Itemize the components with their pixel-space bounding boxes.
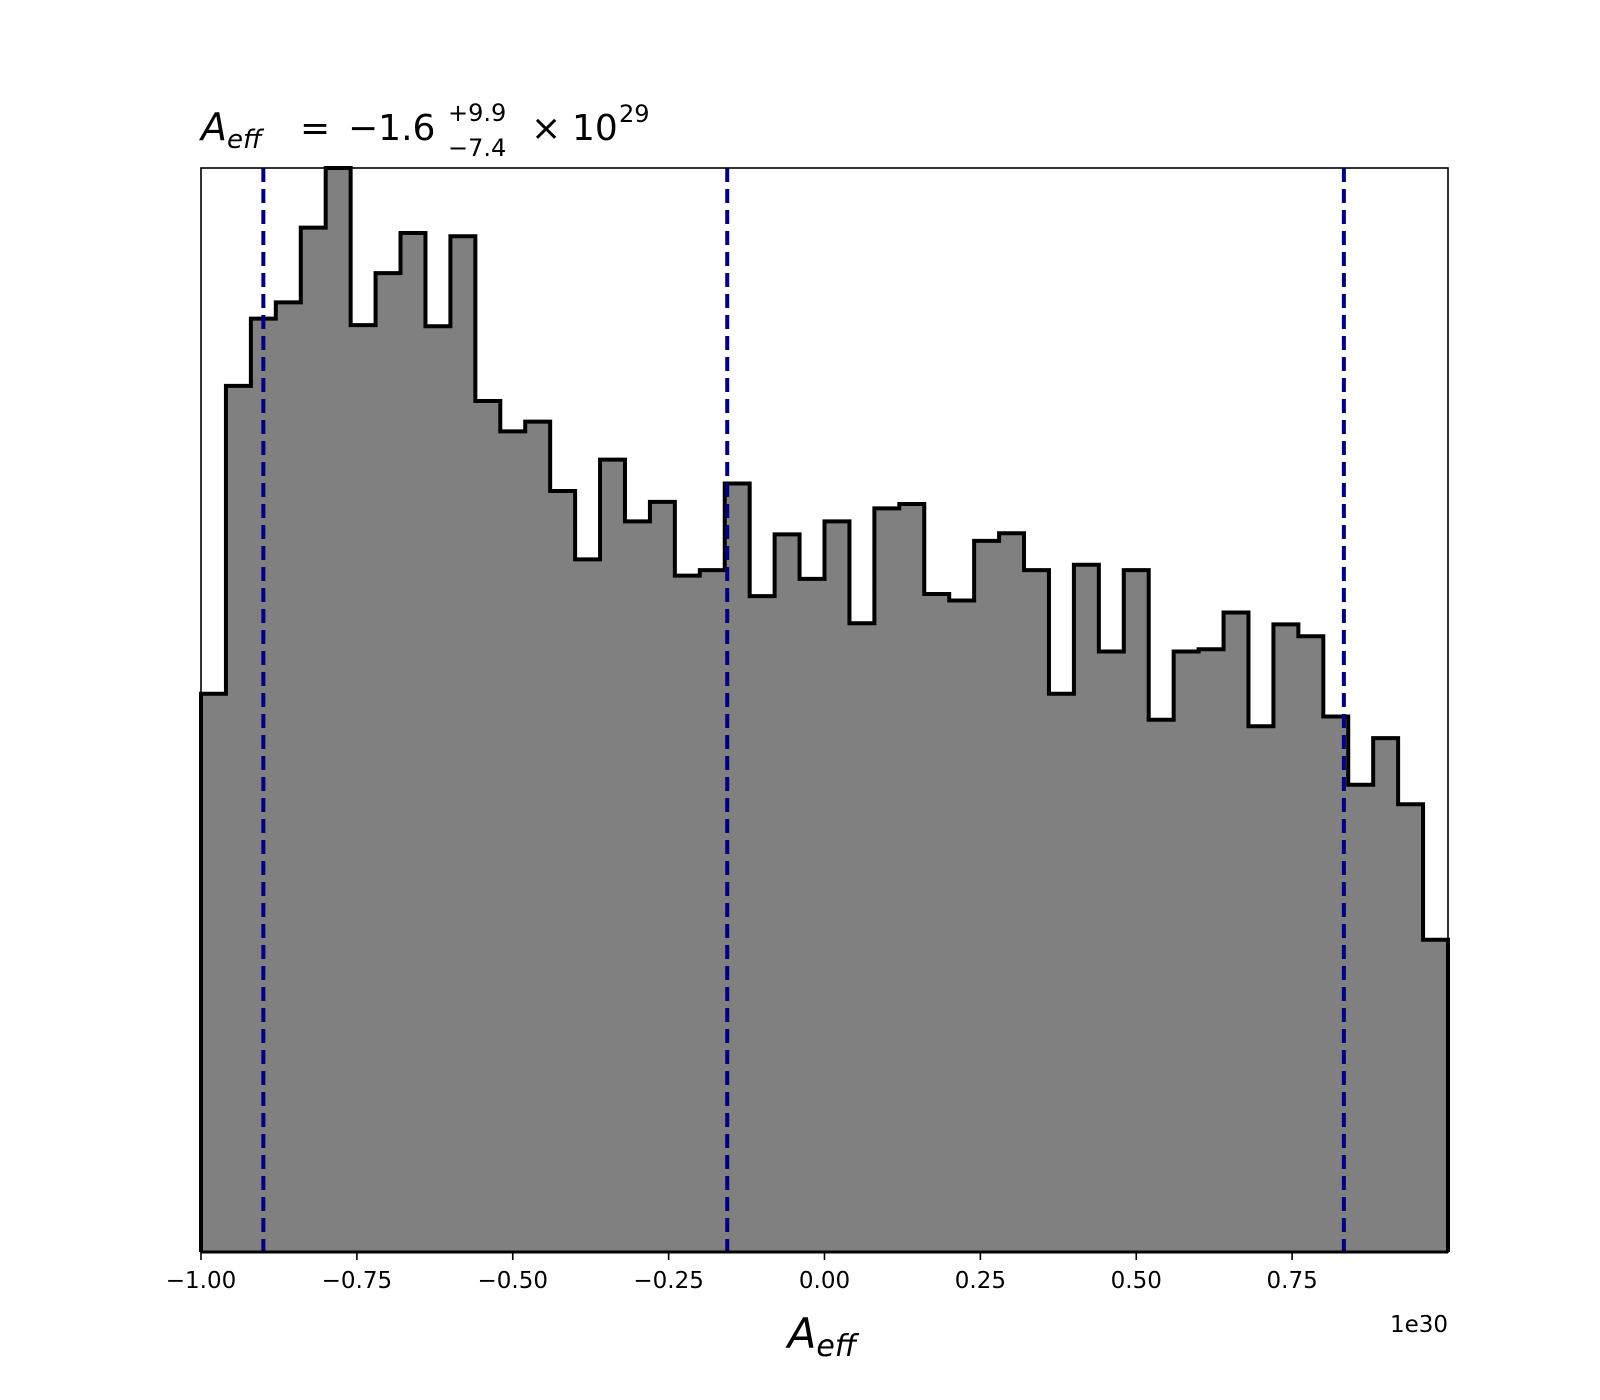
histogram-bar	[874, 508, 900, 1253]
histogram-bar	[1223, 612, 1249, 1252]
histogram-bar	[1123, 570, 1150, 1252]
histogram-bar	[749, 596, 776, 1252]
x-axis-ticks: −1.00 −0.75 −0.50 −0.25 0.00 0.25 0.50 0.75	[166, 1252, 1318, 1294]
histogram-bar	[1373, 738, 1399, 1252]
histogram-bar	[1248, 726, 1274, 1252]
histogram-bar	[1148, 719, 1175, 1252]
histogram-bar	[1098, 651, 1125, 1252]
histogram-bar	[550, 491, 576, 1253]
histogram-bar	[1073, 564, 1100, 1252]
histogram-bar	[325, 168, 352, 1252]
histogram-bar	[1273, 624, 1299, 1252]
x-tick-label: 0.50	[1111, 1268, 1162, 1294]
title-exponent: 29	[619, 100, 650, 128]
histogram-bar	[575, 559, 601, 1252]
histogram-bar	[1323, 716, 1349, 1252]
histogram-bar	[350, 325, 377, 1252]
histogram-bar	[225, 385, 252, 1252]
title-equals: =	[300, 108, 330, 149]
title-median: −1.6	[348, 108, 435, 149]
histogram-bar	[525, 421, 551, 1252]
chart-title: Aeff	[198, 105, 265, 155]
histogram-bar	[375, 273, 402, 1252]
histogram-bar	[1173, 651, 1200, 1252]
histogram-bar	[475, 401, 501, 1252]
title-base: 10	[572, 108, 618, 149]
histogram-bar	[1348, 784, 1374, 1252]
histogram-bars	[201, 168, 1449, 1253]
histogram-bar	[999, 533, 1025, 1252]
histogram-bar	[600, 459, 626, 1252]
histogram-bar	[450, 236, 476, 1253]
histogram-outline	[199, 166, 1450, 1252]
histogram-bar	[1298, 636, 1324, 1252]
histogram-bar	[300, 227, 327, 1252]
histogram-bar	[949, 600, 975, 1252]
histogram-bar	[824, 521, 850, 1252]
x-axis-label-symbol: A	[785, 1309, 817, 1358]
histogram-bar	[899, 504, 925, 1252]
histogram-bar	[799, 578, 825, 1252]
histogram-bar	[1024, 570, 1050, 1252]
histogram-bar	[275, 302, 302, 1252]
x-offset-label: 1e30	[1390, 1312, 1448, 1338]
title-times: ×	[531, 108, 561, 149]
histogram-bar	[1048, 693, 1075, 1252]
histogram-bar	[425, 326, 451, 1252]
histogram-bar	[774, 534, 801, 1252]
title-lower-error: −7.4	[448, 134, 506, 162]
histogram-bar	[1423, 939, 1449, 1252]
histogram-bar	[924, 594, 950, 1252]
histogram-bar	[699, 570, 726, 1252]
x-tick-label: 0.25	[955, 1268, 1006, 1294]
x-axis-label: Aeff	[785, 1309, 860, 1364]
title-upper-error: +9.9	[448, 99, 506, 127]
x-tick-label: −1.00	[166, 1268, 236, 1294]
title-symbol-subscript: eff	[227, 125, 265, 155]
histogram-bar	[974, 540, 1000, 1252]
x-tick-label: 0.00	[799, 1268, 850, 1294]
histogram-bar	[400, 233, 426, 1253]
x-tick-label: −0.25	[633, 1268, 703, 1294]
histogram-bar	[1398, 804, 1424, 1252]
histogram-bar	[649, 501, 676, 1252]
x-tick-label: −0.75	[322, 1268, 392, 1294]
histogram-bar	[624, 521, 651, 1252]
histogram-bar	[500, 431, 526, 1252]
x-tick-label: 0.75	[1267, 1268, 1318, 1294]
histogram-bar	[1198, 649, 1225, 1252]
x-axis-label-subscript: eff	[816, 1329, 859, 1364]
histogram-bar	[849, 623, 875, 1252]
histogram-bar	[674, 575, 701, 1252]
histogram-bar	[201, 693, 227, 1252]
quantile-lines	[261, 168, 1346, 1252]
title-symbol: A	[198, 105, 227, 149]
x-tick-label: −0.50	[478, 1268, 548, 1294]
